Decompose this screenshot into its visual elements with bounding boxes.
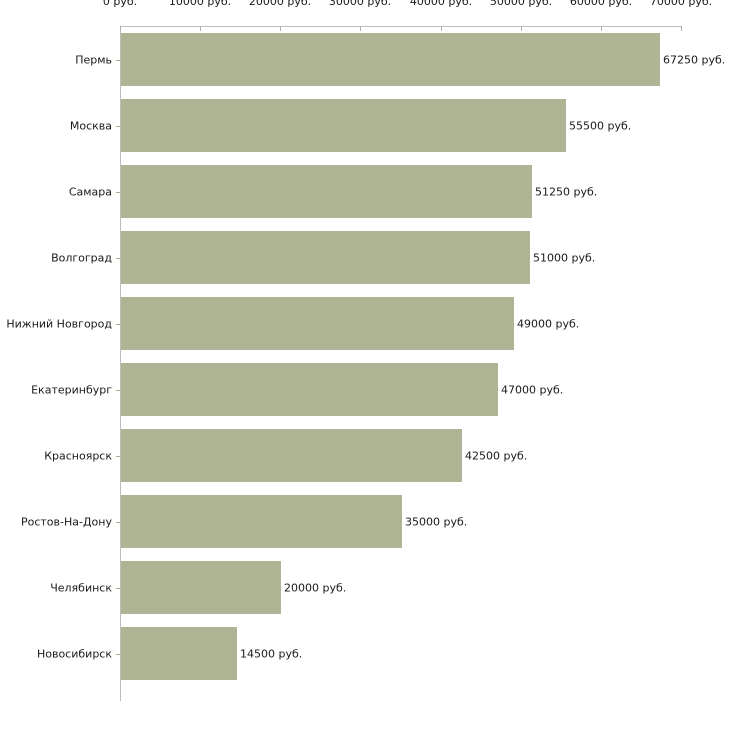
x-axis-tick (120, 26, 121, 31)
y-axis-category-label: Пермь (75, 53, 112, 67)
x-axis-tick-label: 0 руб. (102, 0, 138, 8)
bar-value-label: 55500 руб. (569, 119, 632, 133)
bar[interactable] (121, 429, 462, 482)
bar[interactable] (121, 363, 498, 416)
x-axis-tick-label: 40000 руб. (409, 0, 473, 8)
y-axis-tick (116, 126, 120, 127)
x-axis-tick (441, 26, 442, 31)
x-axis-line (120, 26, 682, 27)
x-axis-tick (681, 26, 682, 31)
bar-value-label: 42500 руб. (465, 449, 528, 463)
y-axis-tick (116, 192, 120, 193)
y-axis-category-label: Красноярск (44, 449, 112, 463)
bar[interactable] (121, 99, 566, 152)
bar-value-label: 67250 руб. (663, 53, 726, 67)
x-axis-tick-label: 60000 руб. (569, 0, 633, 8)
bar[interactable] (121, 165, 532, 218)
y-axis-category-label: Москва (69, 119, 112, 133)
bar-value-label: 20000 руб. (284, 581, 347, 595)
x-axis-tick-label: 20000 руб. (248, 0, 312, 8)
x-axis-tick (280, 26, 281, 31)
y-axis-category-label: Екатеринбург (31, 383, 112, 397)
x-axis-tick-label: 30000 руб. (328, 0, 392, 8)
x-axis-tick-label: 70000 руб. (649, 0, 713, 8)
bar-value-label: 47000 руб. (501, 383, 564, 397)
y-axis-tick (116, 588, 120, 589)
x-axis-tick-label: 10000 руб. (168, 0, 232, 8)
x-axis-tick (200, 26, 201, 31)
x-axis-tick (360, 26, 361, 31)
x-axis-tick (601, 26, 602, 31)
bar-value-label: 49000 руб. (517, 317, 580, 331)
y-axis-category-label: Челябинск (50, 581, 112, 595)
y-axis-tick (116, 324, 120, 325)
y-axis-line (120, 26, 121, 701)
y-axis-tick (116, 522, 120, 523)
y-axis-tick (116, 258, 120, 259)
y-axis-category-label: Волгоград (51, 251, 112, 265)
y-axis-tick (116, 60, 120, 61)
y-axis-tick (116, 390, 120, 391)
bar[interactable] (121, 561, 281, 614)
y-axis-category-label: Новосибирск (36, 647, 112, 661)
y-axis-tick (116, 654, 120, 655)
bar-value-label: 51000 руб. (533, 251, 596, 265)
bar[interactable] (121, 627, 237, 680)
y-axis-category-label: Самара (68, 185, 112, 199)
bar-value-label: 51250 руб. (535, 185, 598, 199)
bar[interactable] (121, 495, 402, 548)
bar-value-label: 14500 руб. (240, 647, 303, 661)
bar[interactable] (121, 33, 660, 86)
y-axis-category-label: Ростов-На-Дону (20, 515, 112, 529)
bar[interactable] (121, 231, 530, 284)
x-axis-tick (521, 26, 522, 31)
bar[interactable] (121, 297, 514, 350)
bar-value-label: 35000 руб. (405, 515, 468, 529)
x-axis-tick-label: 50000 руб. (489, 0, 553, 8)
y-axis-tick (116, 456, 120, 457)
y-axis-category-label: Нижний Новгород (6, 317, 112, 331)
